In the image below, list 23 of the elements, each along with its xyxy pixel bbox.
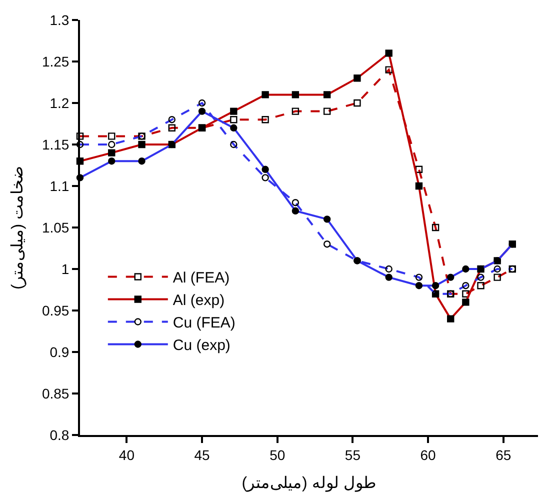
x-tick-label: 65 xyxy=(496,446,512,463)
y-axis-title: ضخامت (میلی‌متر) xyxy=(9,165,26,290)
x-tick-label: 45 xyxy=(194,446,210,463)
y-tick-label: 1.05 xyxy=(42,219,70,236)
x-tick-label: 60 xyxy=(420,446,436,463)
legend-label: Al (FEA) xyxy=(172,270,230,287)
legend-label: Cu (exp) xyxy=(172,337,230,354)
y-tick-label: 1.2 xyxy=(50,94,70,111)
y-tick-label: 0.95 xyxy=(42,302,70,318)
y-tick-label: 0.8 xyxy=(50,426,70,443)
y-tick-label: 0.85 xyxy=(42,385,70,402)
x-axis-title: طول لوله (میلی‌متر) xyxy=(242,475,376,492)
y-tick-label: 1.1 xyxy=(50,178,70,194)
y-tick-label: 1.3 xyxy=(50,12,70,28)
y-tick-label: 1.15 xyxy=(42,136,70,152)
x-tick-label: 55 xyxy=(344,446,361,463)
legend-label: Al (exp) xyxy=(172,292,225,310)
x-tick-label: 40 xyxy=(118,446,135,463)
legend-label: Cu (FEA) xyxy=(172,314,236,332)
x-tick-label: 50 xyxy=(270,446,286,463)
y-tick-label: 1 xyxy=(61,260,70,277)
y-tick-label: 0.9 xyxy=(50,344,70,360)
y-tick-label: 1.25 xyxy=(42,53,70,70)
